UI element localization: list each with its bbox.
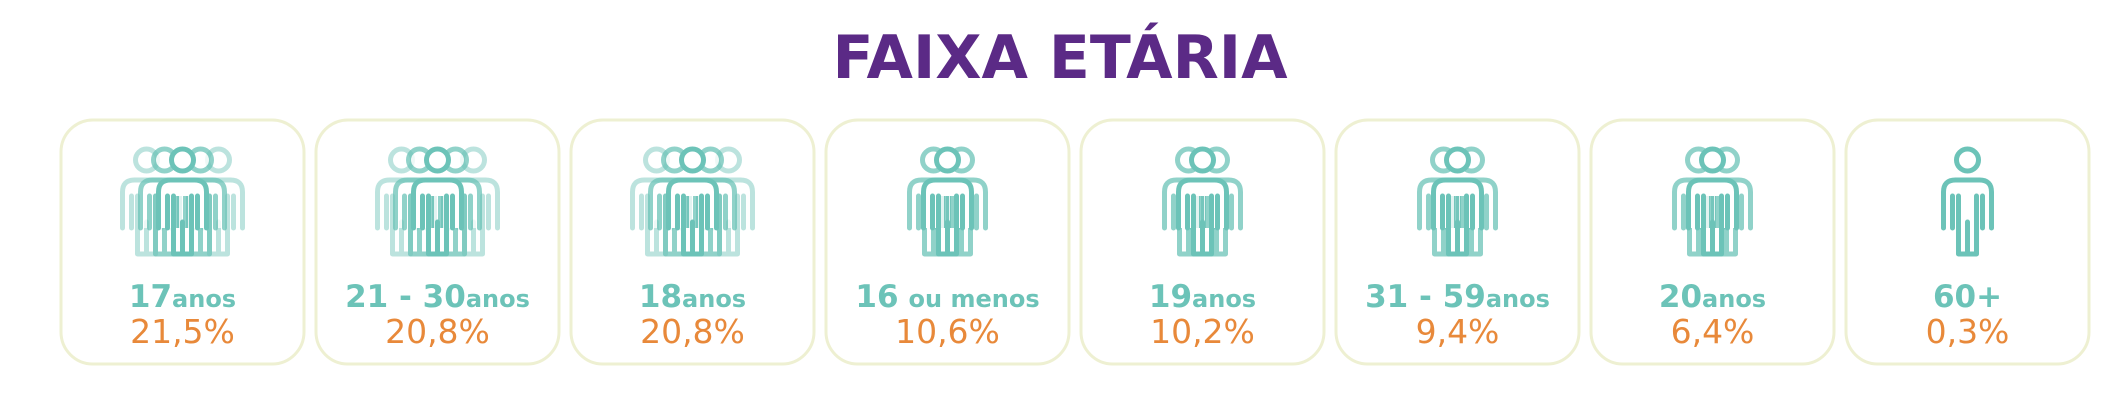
- body: [921, 177, 974, 257]
- age-card: 60+0,3%: [1844, 118, 2091, 366]
- people-icon: [1672, 146, 1753, 257]
- person: [1941, 146, 1994, 257]
- body: [411, 177, 464, 257]
- head: [1954, 146, 1981, 174]
- age-number: 19: [1149, 279, 1192, 315]
- age-unit: anos: [682, 285, 746, 313]
- head: [934, 146, 961, 174]
- age-label: 60+: [1933, 279, 2002, 315]
- body: [1176, 177, 1229, 257]
- age-label: 31 - 59anos: [1365, 279, 1550, 315]
- person: [1431, 146, 1484, 257]
- head: [1189, 146, 1216, 174]
- person: [156, 146, 209, 257]
- age-number: 17: [129, 279, 172, 315]
- people-icon: [630, 146, 755, 257]
- body: [666, 177, 719, 257]
- age-percent: 9,4%: [1416, 312, 1500, 351]
- age-number: 31 - 59: [1365, 279, 1486, 315]
- age-percent: 10,6%: [895, 312, 1000, 351]
- age-unit: anos: [1486, 285, 1550, 313]
- people-icon: [375, 146, 500, 257]
- person: [411, 146, 464, 257]
- age-label: 17anos: [129, 279, 236, 315]
- age-number: 21 - 30: [345, 279, 466, 315]
- people-icon: [1162, 146, 1243, 257]
- body: [156, 177, 209, 257]
- person: [1176, 146, 1229, 257]
- age-percent: 0,3%: [1926, 312, 2010, 351]
- title: FAIXA ETÁRIA: [832, 22, 1288, 93]
- age-percent: 21,5%: [130, 312, 235, 351]
- person: [921, 146, 974, 257]
- age-label: 19anos: [1149, 279, 1256, 315]
- people-icon: [120, 146, 245, 257]
- head: [1444, 146, 1471, 174]
- people-icon: [1417, 146, 1498, 257]
- age-number: 16: [855, 279, 898, 315]
- age-number: 20: [1659, 279, 1702, 315]
- people-icon: [1941, 146, 1994, 257]
- head: [679, 146, 706, 174]
- body: [1941, 177, 1994, 257]
- people-icon: [907, 146, 988, 257]
- age-percent: 10,2%: [1150, 312, 1255, 351]
- age-unit: anos: [466, 285, 530, 313]
- age-percent: 20,8%: [385, 312, 490, 351]
- head: [1699, 146, 1726, 174]
- person: [1686, 146, 1739, 257]
- age-unit: anos: [1702, 285, 1766, 313]
- age-number: 18: [639, 279, 682, 315]
- age-unit: anos: [1192, 285, 1256, 313]
- age-number: 60+: [1933, 279, 2002, 315]
- age-label: 21 - 30anos: [345, 279, 530, 315]
- age-percent: 6,4%: [1671, 312, 1755, 351]
- person: [666, 146, 719, 257]
- age-percent: 20,8%: [640, 312, 745, 351]
- age-label: 20anos: [1659, 279, 1766, 315]
- age-unit: ou menos: [909, 285, 1040, 313]
- age-label: 18anos: [639, 279, 746, 315]
- body: [1686, 177, 1739, 257]
- age-label: 16 ou menos: [855, 279, 1039, 315]
- head: [169, 146, 196, 174]
- body: [1431, 177, 1484, 257]
- age-unit: anos: [172, 285, 236, 313]
- head: [424, 146, 451, 174]
